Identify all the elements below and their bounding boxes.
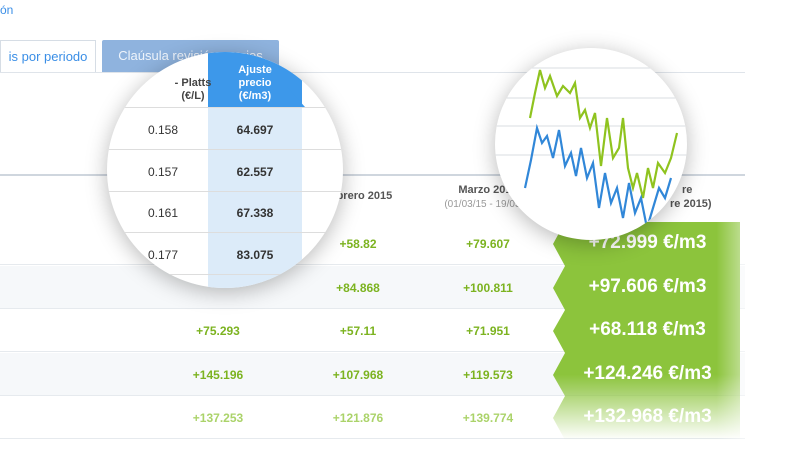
header-sub: (01/03/15 - 19/03/1. — [444, 199, 532, 210]
row-line — [107, 149, 343, 150]
cell: 0.161 — [147, 206, 179, 220]
magnifier-table: - Platts (€/L) Ajuste precio (€/m3) 0.15… — [107, 52, 343, 288]
cell: +121.876 — [332, 411, 384, 426]
cell: +58.82 — [339, 237, 377, 251]
header: re 2015) — [670, 198, 712, 210]
row-line — [107, 273, 343, 275]
table-top-line — [0, 174, 745, 176]
total-value: +124.246 €/m3 — [583, 362, 712, 384]
sparkline — [495, 67, 687, 229]
cell: +107.968 — [332, 367, 384, 382]
header: re — [682, 184, 693, 196]
row-line — [107, 190, 343, 192]
cell: 83.075 — [236, 247, 274, 262]
line-green — [528, 69, 679, 199]
cell: +119.573 — [463, 367, 513, 382]
cell: 64.697 — [236, 123, 274, 137]
tab-underline — [0, 72, 745, 73]
cell: +145.196 — [192, 367, 244, 382]
total-value: +68.118 €/m3 — [589, 319, 706, 341]
total-value: +97.606 €/m3 — [588, 275, 707, 297]
header-line: (€/L) — [181, 90, 205, 102]
cell: 0.158 — [147, 123, 179, 137]
grid — [495, 67, 687, 156]
row-line — [107, 232, 343, 233]
cell: +139.774 — [462, 411, 514, 426]
highlight-header — [208, 52, 302, 107]
cell: +79.607 — [466, 237, 510, 251]
cell: 0.157 — [147, 164, 179, 179]
header-corner — [287, 87, 305, 107]
cell: +75.293 — [196, 324, 240, 339]
cell: 67.338 — [236, 206, 274, 220]
tab[interactable]: is por periodo — [0, 40, 96, 72]
cell: +84.868 — [336, 280, 380, 295]
row-line — [107, 107, 343, 108]
cell: +137.253 — [192, 411, 244, 426]
magnifier-chart — [495, 48, 687, 240]
header-line: Ajuste — [238, 64, 272, 76]
header-line: - Platts — [174, 77, 212, 89]
cell: 62.557 — [236, 164, 274, 179]
total-value: +132.968 €/m3 — [583, 406, 712, 428]
cell: +71.951 — [466, 324, 510, 339]
total-sheen — [555, 222, 745, 440]
header-line: (€/m3) — [238, 90, 272, 102]
header-line: precio — [238, 77, 272, 89]
cell: 0.177 — [147, 247, 179, 262]
cell: +100.811 — [463, 280, 513, 295]
header: Marzo 2015 — [458, 184, 518, 196]
nav-link[interactable]: ón — [0, 3, 14, 17]
header: Febrero 2015 — [323, 190, 393, 202]
cell: +57.11 — [339, 324, 377, 339]
total-value: +72.999 €/m3 — [588, 232, 707, 253]
